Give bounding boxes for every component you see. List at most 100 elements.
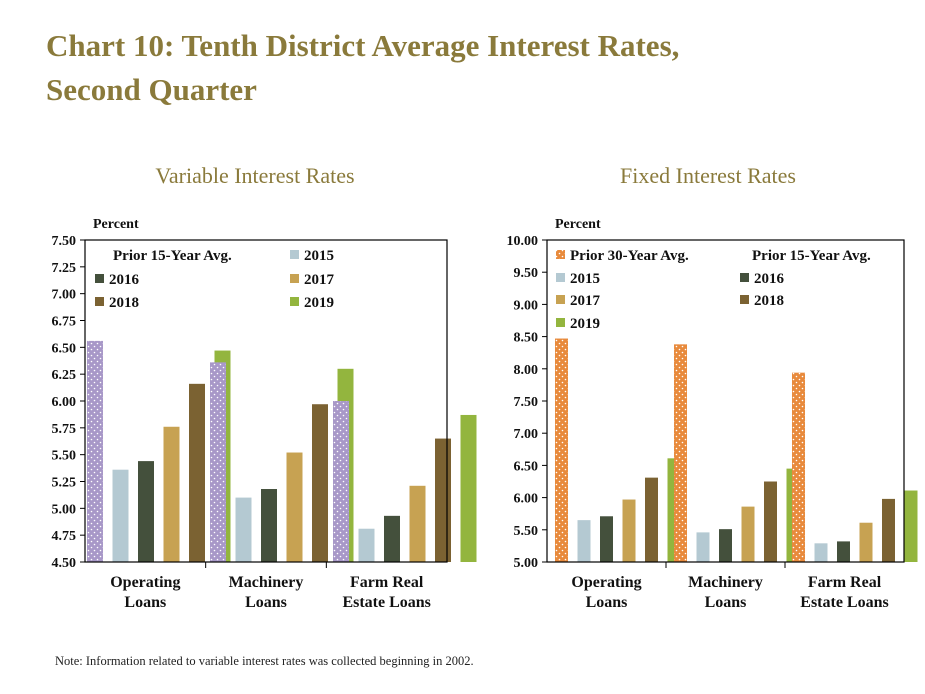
variable-bar-2019-3 [460,414,477,562]
variable-bar-2018-3 [435,438,451,562]
fixed-bar-2015-3 [814,543,828,562]
variable-bar-2015-1 [112,469,129,562]
fixed-legend-swatch [740,295,749,304]
fixed-ytick-label: 5.50 [514,524,539,539]
variable-ytick-label: 4.50 [52,556,77,571]
fixed-ytick-label: 8.00 [514,363,539,378]
fixed-ytick-label: 8.50 [514,331,539,346]
fixed-legend-swatch [556,318,565,327]
fixed-rates-heading: Fixed Interest Rates [620,163,796,188]
fixed-bar-2015-1 [577,520,591,562]
fixed-bar-2017-2 [741,506,755,562]
fixed-legend-swatch [556,250,565,259]
fixed-ytick-label: 7.00 [514,427,539,442]
fixed-category-label: Estate Loans [800,594,888,611]
variable-bar-2017-2 [286,452,303,562]
variable-legend-label: 2015 [304,248,334,264]
variable-ytick-label: 7.00 [52,288,77,303]
variable-bar-2017-1 [163,426,180,562]
fixed-ytick-label: 6.50 [514,459,539,474]
fixed-bar-prior-30-year-avg-1 [555,338,568,562]
variable-plot-frame [84,239,448,563]
variable-category-label: Loans [245,594,287,611]
fixed-legend-label: 2017 [570,293,601,309]
variable-category-label: Farm Real [350,574,424,591]
fixed-legend-label: 2019 [570,316,600,332]
fixed-rates-chart: Percent 5.00 5.50 6.00 6.50 7.00 7.50 8.00 8.50 9… [507,217,918,611]
fixed-ytick-label: 9.00 [514,298,539,313]
variable-bar-2018-2 [312,404,328,562]
fixed-bar-2017-1 [622,499,636,562]
variable-legend-swatch [290,250,299,259]
variable-ytick-label: 5.25 [52,476,77,491]
fixed-bar-2017-3 [859,522,873,562]
variable-bar-2015-3 [358,528,375,562]
variable-legend-label: 2016 [109,272,140,288]
fixed-category-label: Machinery [688,574,763,591]
fixed-legend-swatch [556,273,565,282]
fixed-bar-prior-30-year-avg-3 [792,372,805,562]
variable-category-label: Machinery [229,574,304,591]
fixed-legend-swatch [556,295,565,304]
variable-bar-2015-2 [235,497,252,562]
variable-ytick-label: 5.50 [52,449,77,464]
variable-category-label: Operating [110,574,180,591]
variable-bar-prior-15-year-avg-3 [333,401,349,562]
fixed-legend-label: Prior 15-Year Avg. [752,248,871,264]
variable-category-label: Estate Loans [342,594,430,611]
variable-legend-swatch [95,297,104,306]
variable-ytick-label: 7.25 [52,261,77,276]
fixed-ytick-label: 10.00 [507,234,539,249]
variable-bar-2016-2 [261,489,277,562]
fixed-bar-2015-2 [696,532,710,562]
fixed-bar-2019-3 [904,490,918,562]
variable-category-label: Loans [124,594,166,611]
fixed-category-label: Loans [705,594,747,611]
variable-rates-chart: Percent 4.50 4.75 5.00 5.25 5.50 5.75 6.00 6.25 6… [52,217,477,611]
variable-ytick-label: 5.00 [52,502,77,517]
fixed-ytick-label: 5.00 [514,556,539,571]
fixed-bar-2016-1 [600,516,613,562]
fixed-legend-label: 2018 [754,293,784,309]
page-title-line-1: Chart 10: Tenth District Average Interes… [46,28,680,63]
footnote: Note: Information related to variable in… [55,654,474,668]
fixed-legend-label: 2015 [570,271,600,287]
variable-legend-label: 2017 [304,272,335,288]
variable-bar-2016-1 [138,461,154,562]
variable-legend-swatch [95,274,104,283]
fixed-bar-2016-3 [837,541,850,562]
fixed-legend-label: Prior 30-Year Avg. [570,248,689,264]
page-title: Chart 10: Tenth District Average Interes… [46,24,679,112]
variable-bar-2018-1 [189,383,205,562]
fixed-category-label: Operating [571,574,641,591]
variable-ytick-label: 5.75 [52,422,77,437]
fixed-bar-2016-2 [719,529,732,562]
fixed-plot-frame [546,239,905,563]
fixed-ylabel: Percent [555,217,601,232]
page-title-line-2: Second Quarter [46,72,257,107]
fixed-ytick-label: 9.50 [514,266,539,281]
fixed-ytick-label: 7.50 [514,395,539,410]
variable-bar-2017-3 [409,485,426,562]
fixed-bar-2018-1 [645,477,658,562]
variable-ylabel: Percent [93,217,139,232]
fixed-bar-2018-2 [764,481,777,562]
variable-rates-heading: Variable Interest Rates [155,163,355,188]
fixed-bar-2018-3 [882,498,895,562]
variable-bar-prior-15-year-avg-2 [210,362,226,562]
fixed-legend-swatch [740,273,749,282]
variable-bar-prior-15-year-avg-1 [87,340,103,562]
variable-ytick-label: 6.75 [52,315,77,330]
variable-legend-label: 2018 [109,295,139,311]
fixed-category-label: Loans [586,594,628,611]
variable-bar-2016-3 [384,515,400,562]
fixed-category-label: Farm Real [808,574,882,591]
variable-legend-label: 2019 [304,295,334,311]
variable-ytick-label: 7.50 [52,234,77,249]
fixed-bar-prior-30-year-avg-2 [674,344,687,562]
variable-legend-label: Prior 15-Year Avg. [113,248,232,264]
variable-ytick-label: 6.25 [52,368,77,383]
variable-ytick-label: 6.50 [52,341,77,356]
fixed-legend-label: 2016 [754,271,785,287]
